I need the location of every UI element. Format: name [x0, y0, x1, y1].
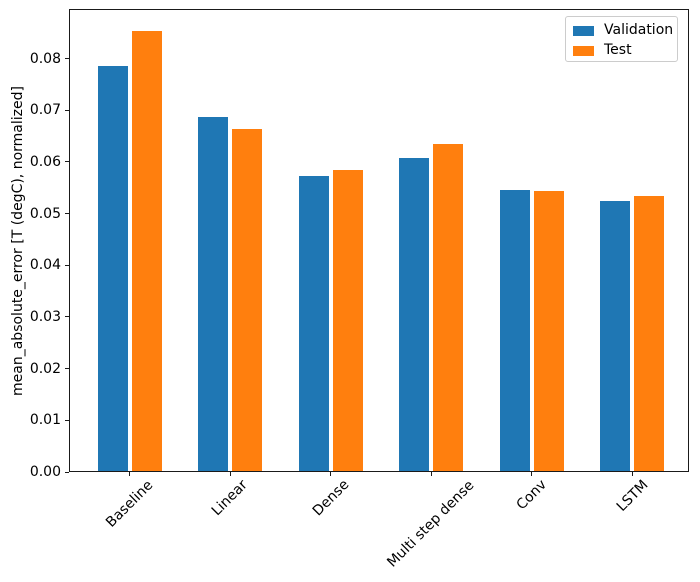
bar-validation-5 — [600, 201, 630, 472]
bar-validation-0 — [97, 66, 128, 472]
y-tick-4 — [65, 264, 69, 266]
bar-test-0 — [131, 31, 162, 472]
y-tick-label-8: 0.08 — [29, 50, 61, 67]
x-tick-4 — [531, 472, 532, 476]
bar-test-5 — [634, 195, 664, 472]
bar-test-3 — [433, 144, 463, 472]
x-tick-label-5: LSTM — [613, 476, 652, 515]
bar-validation-2 — [298, 175, 329, 472]
y-tick-3 — [65, 316, 69, 318]
legend-row-validation: Validation — [573, 21, 677, 40]
y-tick-7 — [65, 109, 69, 111]
legend-swatch-validation-icon — [573, 25, 594, 36]
y-axis-label: mean_absolute_error [T (degC), normalize… — [9, 85, 26, 396]
y-tick-2 — [65, 368, 69, 370]
y-tick-8 — [65, 58, 69, 60]
y-tick-label-3: 0.03 — [29, 308, 61, 325]
x-tick-0 — [129, 472, 130, 476]
x-tick-label-4: Conv — [513, 477, 550, 514]
legend: Validation Test — [565, 16, 678, 62]
bar-test-1 — [232, 129, 262, 472]
y-tick-0 — [65, 471, 69, 473]
x-tick-label-2: Dense — [309, 476, 352, 520]
x-tick-3 — [430, 472, 432, 476]
x-tick-label-0: Baseline — [103, 476, 157, 531]
x-tick-label-3: Multi step dense — [384, 477, 478, 571]
legend-label-validation: Validation — [604, 22, 674, 38]
bar-validation-3 — [399, 158, 429, 472]
y-tick-label-1: 0.01 — [29, 412, 61, 429]
x-tick-5 — [631, 472, 633, 476]
y-tick-label-2: 0.02 — [29, 360, 61, 377]
x-tick-label-1: Linear — [208, 477, 251, 520]
y-tick-label-5: 0.05 — [29, 205, 61, 222]
legend-label-test: Test — [604, 42, 632, 58]
bar-validation-4 — [499, 189, 530, 472]
y-tick-5 — [65, 213, 69, 215]
bar-test-4 — [533, 190, 564, 472]
x-tick-2 — [330, 472, 331, 476]
y-tick-label-0: 0.00 — [29, 464, 61, 480]
legend-swatch-test-icon — [573, 45, 594, 56]
y-tick-1 — [65, 419, 69, 421]
legend-row-test: Test — [573, 41, 677, 60]
y-tick-label-7: 0.07 — [29, 102, 61, 119]
plot-area — [69, 9, 689, 472]
bar-test-2 — [332, 170, 363, 472]
y-tick-label-6: 0.06 — [29, 153, 61, 170]
bar-validation-1 — [198, 116, 228, 472]
y-tick-label-4: 0.04 — [29, 257, 61, 274]
x-tick-1 — [229, 472, 231, 476]
y-tick-6 — [65, 161, 69, 163]
